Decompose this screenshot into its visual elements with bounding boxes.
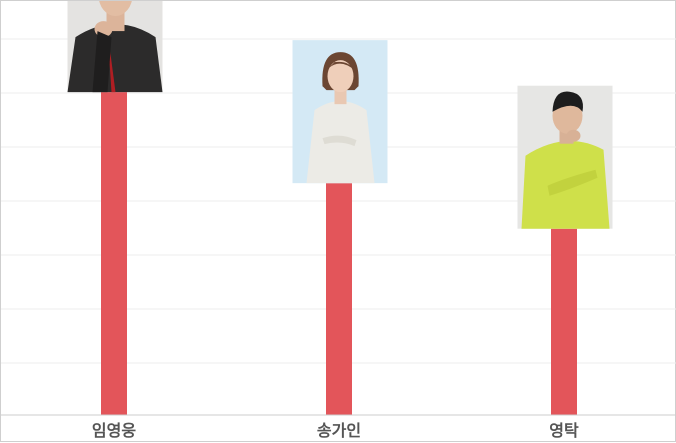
bar: [326, 183, 352, 415]
bar: [101, 92, 127, 415]
category-labels: 임영웅 송가인 영탁: [92, 421, 579, 440]
man-in-black-suit-photo-icon: [67, 1, 163, 93]
man-in-lime-sweater-photo-icon: [517, 85, 613, 229]
tick-label: 송가인: [317, 421, 361, 440]
woman-in-white-dress-photo-icon: [292, 40, 388, 184]
bar: [551, 228, 577, 415]
bars: [101, 92, 577, 415]
tick-label: 임영웅: [92, 421, 136, 440]
tick-label: 영탁: [549, 421, 579, 440]
photos: [67, 1, 613, 229]
